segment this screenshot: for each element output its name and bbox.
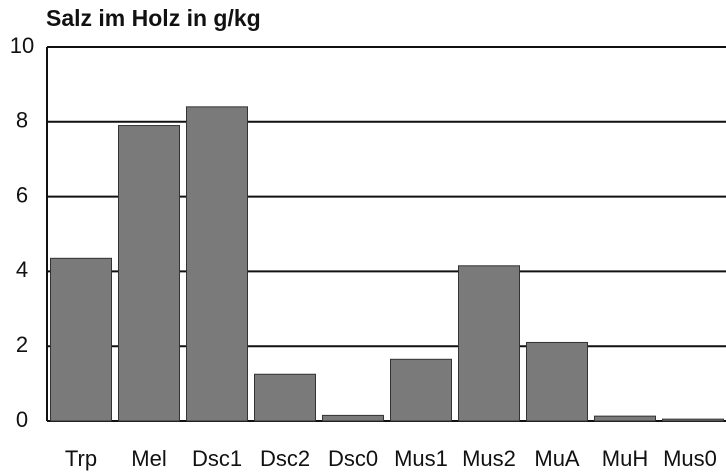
x-tick-label: Trp [65,446,97,471]
bar [118,125,180,422]
bar [186,106,248,422]
bar [322,414,384,422]
bar [50,257,112,422]
y-tick-label: 6 [16,182,28,207]
bar [526,341,588,422]
bar [662,418,724,422]
bar [458,265,520,422]
y-tick-label: 10 [10,33,34,58]
bar [594,415,656,422]
x-tick-label: Dsc2 [260,446,310,471]
y-tick-label: 0 [16,407,28,432]
x-tick-label: Dsc0 [328,446,378,471]
x-tick-label: MuH [602,446,648,471]
y-tick-label: 2 [16,332,28,357]
x-tick-label: Mel [131,446,166,471]
x-tick-label: Mus0 [663,446,717,471]
chart-title: Salz im Holz in g/kg [46,5,261,31]
x-tick-label: MuA [534,446,580,471]
x-tick-label: Mus1 [394,446,448,471]
bar [390,358,452,422]
x-tick-label: Dsc1 [192,446,242,471]
bar [254,373,316,422]
x-tick-label: Mus2 [462,446,516,471]
y-tick-label: 8 [16,108,28,133]
y-tick-label: 4 [16,257,28,282]
